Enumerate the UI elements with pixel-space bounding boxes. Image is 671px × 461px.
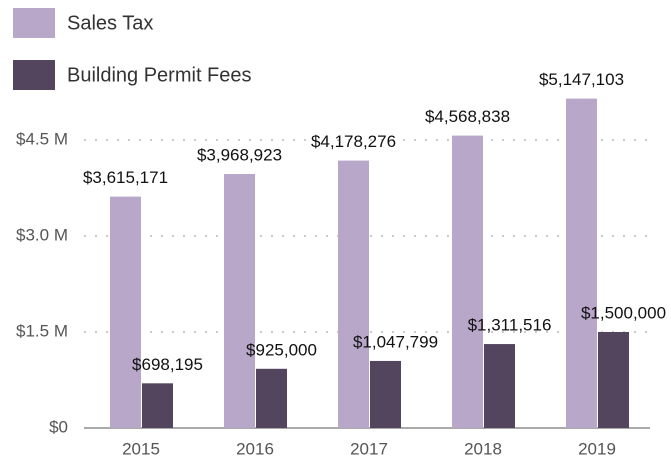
legend-label: Building Permit Fees (67, 64, 252, 86)
x-tick-label: 2015 (122, 439, 160, 458)
value-label: $5,147,103 (539, 70, 624, 89)
value-label: $1,500,000 (581, 303, 666, 322)
x-tick-label: 2017 (350, 439, 388, 458)
x-tick-label: 2018 (464, 439, 502, 458)
y-tick-label: $3.0 M (16, 225, 68, 244)
legend-swatch (13, 8, 55, 38)
value-label: $925,000 (246, 340, 317, 359)
value-label: $3,615,171 (83, 168, 168, 187)
value-label: $4,178,276 (311, 132, 396, 151)
bar (110, 196, 141, 428)
bar (370, 360, 401, 428)
x-tick-label: 2019 (578, 439, 616, 458)
legend-swatch (13, 60, 55, 90)
bar (452, 135, 483, 429)
value-label: $1,311,516 (468, 316, 552, 335)
legend-label: Sales Tax (67, 12, 153, 34)
value-label: $4,568,838 (425, 107, 510, 126)
bar (566, 98, 597, 428)
bar (142, 383, 173, 428)
value-label: $3,968,923 (197, 145, 282, 164)
bar (484, 344, 515, 428)
y-tick-label: $0 (49, 417, 68, 436)
y-tick-label: $4.5 M (16, 129, 68, 148)
bar (224, 173, 255, 428)
y-tick-label: $1.5 M (16, 321, 68, 340)
bar (338, 160, 369, 428)
value-label: $698,195 (132, 355, 203, 374)
value-label: $1,047,799 (353, 332, 438, 351)
x-tick-label: 2016 (236, 439, 274, 458)
bar (598, 332, 629, 428)
bar (256, 368, 287, 428)
